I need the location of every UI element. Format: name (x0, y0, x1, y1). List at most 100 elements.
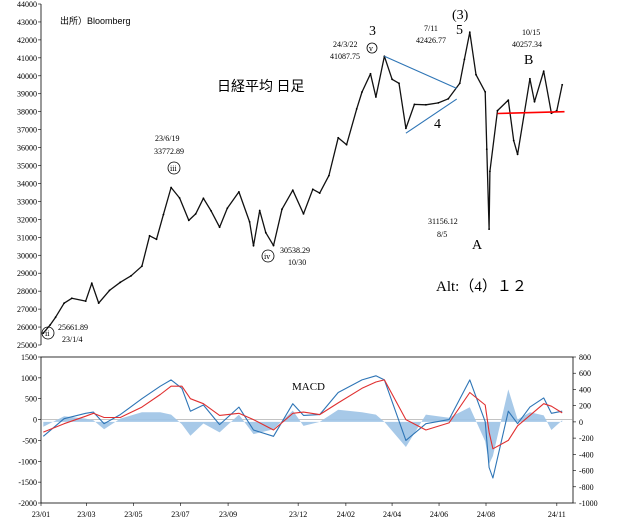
macd-line (42, 375, 563, 479)
x-tick-label: 23/05 (124, 510, 142, 519)
price-point (148, 234, 151, 237)
macd-right-tick-label: 600 (579, 369, 591, 378)
price-y-tick-label: 35000 (17, 162, 37, 171)
macd-right-tick-label: 400 (579, 385, 591, 394)
price-point (507, 99, 510, 101)
macd-title: MACD (292, 381, 325, 393)
wave-3-value: 41087.75 (330, 52, 360, 61)
price-point (272, 244, 275, 247)
price-point (218, 226, 221, 229)
macd-right-tick-label: -400 (579, 450, 594, 459)
price-y-tick-label: 39000 (17, 90, 37, 99)
trendline (384, 55, 457, 89)
price-point (264, 231, 267, 234)
main-chart-title: 日経平均 日足 (217, 79, 305, 95)
price-point (391, 78, 393, 81)
price-point (369, 72, 372, 75)
price-point (489, 170, 491, 173)
price-point (42, 332, 45, 334)
price-point (90, 282, 93, 285)
price-point (97, 302, 100, 304)
wave-ii-date: 23/1/4 (62, 335, 82, 344)
macd-left-tick-label: -500 (22, 436, 37, 445)
wave-iv-date: 10/30 (288, 258, 306, 267)
price-point (463, 58, 466, 61)
price-point (398, 82, 400, 85)
price-point (252, 244, 255, 247)
macd-left-tick-label: 1000 (21, 374, 37, 383)
price-point (318, 192, 321, 195)
price-point (210, 210, 213, 212)
price-point (447, 97, 450, 100)
price-point (413, 103, 416, 106)
price-point (162, 213, 165, 216)
wave-ii-circle (41, 326, 55, 340)
wave-3-major-date: 7/11 (424, 24, 438, 33)
wave-b-date: 10/15 (522, 28, 540, 37)
wave-iv-circle (261, 249, 275, 263)
price-point (49, 324, 52, 326)
wave-iv-value: 30538.29 (280, 246, 310, 255)
price-point (202, 197, 205, 200)
price-point (328, 174, 330, 177)
price-y-tick-label: 34000 (17, 179, 37, 188)
price-point (238, 191, 240, 193)
price-y-tick-label: 33000 (17, 197, 37, 206)
macd-left-tick-label: 0 (33, 416, 37, 425)
price-point (345, 143, 348, 146)
price-y-tick-label: 41000 (17, 54, 37, 63)
wave-3-label: 3 (369, 24, 376, 39)
price-y-tick-label: 36000 (17, 144, 37, 153)
price-point (361, 91, 363, 93)
macd-right-tick-label: -1000 (579, 499, 598, 508)
price-point (533, 100, 536, 103)
price-y-tick-label: 44000 (17, 0, 37, 9)
wave-ii-numeral: ⅱ (45, 330, 50, 338)
wave-3-date: 24/3/22 (333, 40, 357, 49)
macd-plot: 150010005000-500-1000-1500-2000800600400… (18, 353, 597, 519)
price-y-tick-label: 25000 (17, 341, 37, 350)
wave-5-label: 5 (456, 23, 463, 38)
x-tick-label: 24/04 (383, 510, 401, 519)
wave-4-label: 4 (434, 117, 441, 132)
price-point (337, 136, 340, 139)
macd-left-tick-label: 500 (25, 395, 37, 404)
price-point (70, 297, 73, 300)
price-point (496, 109, 499, 112)
wave-3-major-value: 42426.77 (416, 36, 446, 45)
macd-left-tick-label: -2000 (18, 499, 37, 508)
macd-histogram-area (43, 389, 563, 465)
price-y-tick-label: 37000 (17, 126, 37, 135)
price-point (141, 265, 143, 268)
price-point (468, 31, 471, 34)
macd-right-tick-label: -800 (579, 483, 594, 492)
macd-left-tick-label: -1500 (18, 478, 37, 487)
wave-3-major-label: (3) (452, 8, 469, 23)
wave-v-circle (366, 42, 378, 54)
price-point (54, 316, 57, 319)
price-y-tick-label: 28000 (17, 287, 37, 296)
price-point (485, 148, 488, 151)
wave-a-label: A (472, 238, 483, 253)
price-point (63, 302, 65, 305)
wave-iii-numeral: ⅲ (170, 165, 177, 173)
x-tick-label: 24/08 (477, 510, 495, 519)
macd-right-tick-label: 800 (579, 353, 591, 362)
price-plot: 25000 26000 27000 28000 29000 30000 31000 32000… (17, 0, 565, 350)
x-tick-label: 23/01 (32, 510, 50, 519)
price-point (475, 73, 477, 76)
price-point (355, 108, 358, 110)
trendline (497, 110, 565, 115)
wave-iii-circle (167, 161, 181, 175)
price-y-tick-label: 30000 (17, 251, 37, 260)
x-tick-label: 24/11 (548, 510, 566, 519)
wave-ii-value: 25661.89 (58, 323, 88, 332)
price-point (155, 238, 158, 241)
wave-a-date: 8/5 (437, 230, 447, 239)
price-point (258, 209, 261, 212)
price-y-tick-label: 26000 (17, 323, 37, 332)
wave-iii-date: 23/6/19 (155, 134, 179, 143)
x-tick-label: 23/12 (289, 510, 307, 519)
price-y-tick-label: 43000 (17, 18, 37, 27)
wave-a-value: 31156.12 (428, 217, 458, 226)
